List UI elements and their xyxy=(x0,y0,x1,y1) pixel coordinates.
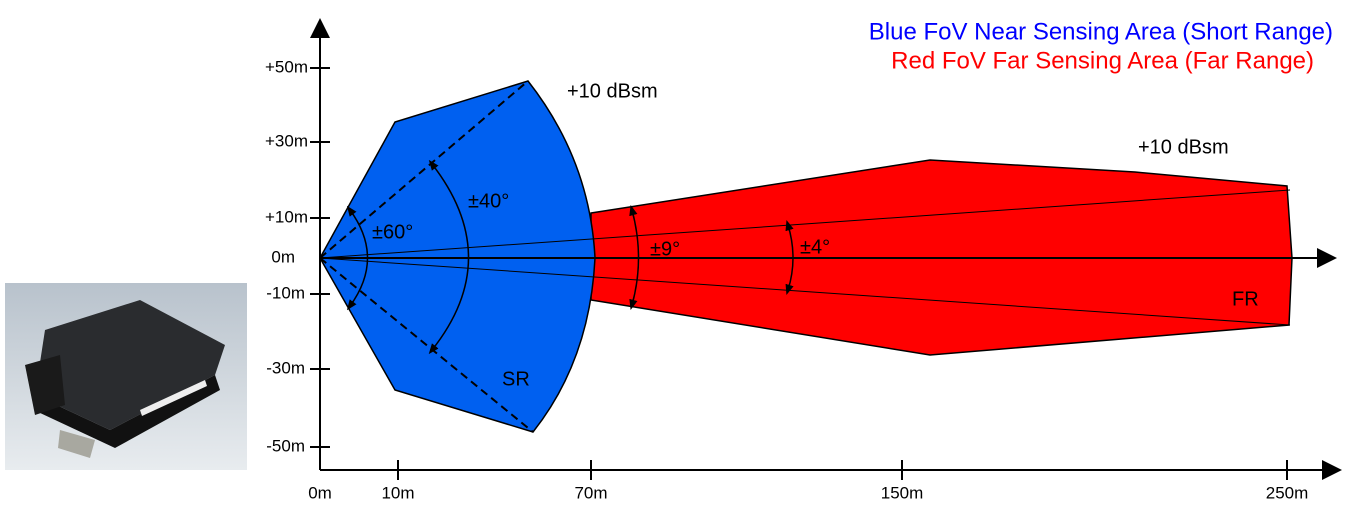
y-label: 0m xyxy=(271,247,295,266)
x-label: 10m xyxy=(381,483,414,502)
y-label: +50m xyxy=(265,57,308,76)
axes xyxy=(310,18,1342,480)
y-label: +10m xyxy=(265,207,308,226)
angle-label: ±40° xyxy=(468,190,509,212)
legend-red: Red FoV Far Sensing Area (Far Range) xyxy=(891,47,1314,74)
area-label: FR xyxy=(1232,288,1259,310)
y-label: +30m xyxy=(265,131,308,150)
near-range-area xyxy=(319,80,596,433)
area-label: SR xyxy=(502,368,530,390)
angle-label: ±4° xyxy=(800,236,830,258)
angle-label: ±9° xyxy=(650,238,680,260)
legend-blue: Blue FoV Near Sensing Area (Short Range) xyxy=(869,18,1333,45)
angle-label: ±60° xyxy=(372,221,413,243)
x-label: 70m xyxy=(574,483,607,502)
device-photo xyxy=(5,283,247,470)
y-label: -50m xyxy=(266,436,305,455)
y-label: -10m xyxy=(266,283,305,302)
x-label: 0m xyxy=(308,483,332,502)
x-label: 150m xyxy=(881,483,924,502)
x-label: 250m xyxy=(1266,483,1309,502)
rcs-label: +10 dBsm xyxy=(1138,136,1229,158)
angle-lines xyxy=(319,80,1291,433)
rcs-label: +10 dBsm xyxy=(567,80,658,102)
y-label: -30m xyxy=(266,358,305,377)
